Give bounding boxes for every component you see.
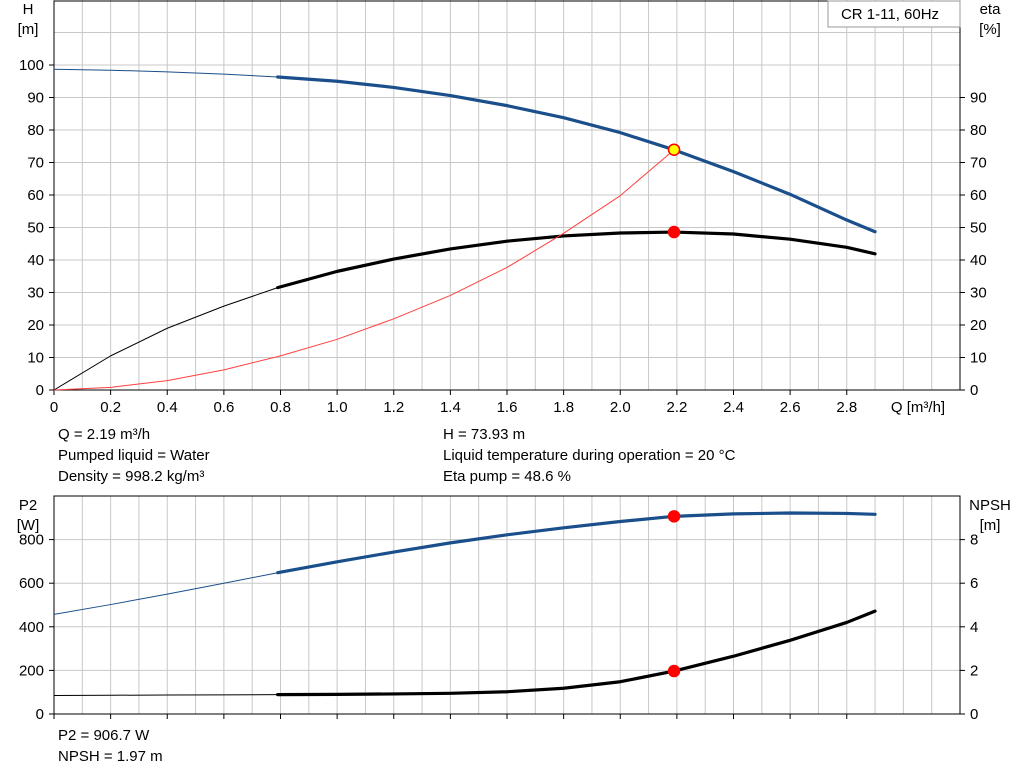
performance-left-tick-label: 90 [27,90,44,107]
performance-x-tick-label: 2.2 [666,399,687,416]
performance-left-tick-label: 100 [19,57,44,74]
power-npsh-right-axis-unit: [m] [980,517,1001,534]
p2-readout: P2 = 906.7 W [58,727,150,744]
power-npsh-right-tick-label: 4 [970,619,978,636]
duty-point-head-marker [667,143,681,156]
performance-x-tick-label: 0.4 [157,399,178,416]
power-npsh-left-axis-unit: [W] [17,517,40,534]
power-npsh-left-tick-label: 600 [19,575,44,592]
duty-point-eta-marker [667,225,681,239]
performance-x-tick-label: 2.6 [780,399,801,416]
performance-left-axis-label: H [23,1,34,18]
info-bottom: P2 = 906.7 W NPSH = 1.97 m [58,725,163,767]
performance-left-tick-label: 70 [27,155,44,172]
power-npsh-right-tick-label: 6 [970,575,978,592]
power-npsh-left-tick-label: 200 [19,662,44,679]
power-npsh-right-axis-label: NPSH [969,497,1011,514]
performance-right-tick-label: 70 [970,155,987,172]
performance-right-tick-label: 40 [970,252,987,269]
npsh-curve-thin [53,694,278,696]
performance-x-tick-label: 1.6 [497,399,518,416]
power-npsh-left-tick-label: 400 [19,619,44,636]
power-npsh-right-tick-label: 8 [970,532,978,549]
performance-x-tick-label: 1.2 [383,399,404,416]
power-npsh-left-axis-label: P2 [19,497,37,514]
eta-pump-readout: Eta pump = 48.6 % [443,468,571,485]
performance-left-axis-unit: [m] [18,21,39,38]
performance-left-tick-label: 60 [27,187,44,204]
head-curve-thin [53,68,278,78]
head-readout: H = 73.93 m [443,426,526,443]
performance-left-tick-label: 20 [27,317,44,334]
performance-right-tick-label: 60 [970,187,987,204]
performance-x-tick-label: 2.8 [836,399,857,416]
performance-left-tick-label: 30 [27,285,44,302]
performance-right-tick-label: 80 [970,122,987,139]
power-npsh-left-tick-label: 0 [36,706,44,723]
flow-readout: Q = 2.19 m³/h [58,426,151,443]
power-npsh-right-tick-label: 2 [970,662,978,679]
performance-left-tick-label: 0 [36,382,44,399]
performance-right-axis-unit: [%] [979,21,1001,38]
performance-right-tick-label: 10 [970,350,987,367]
efficiency-curve-thin [53,287,278,391]
power-npsh-left-tick-label: 800 [19,532,44,549]
performance-x-axis-label: Q [m³/h] [891,399,945,416]
performance-left-tick-label: 40 [27,252,44,269]
performance-x-tick-label: 0.2 [100,399,121,416]
performance-x-tick-label: 1.0 [327,399,348,416]
info-top-left: Q = 2.19 m³/h Pumped liquid = Water Dens… [58,424,210,487]
efficiency-curve [276,230,877,290]
performance-right-axis-label: eta [980,1,1002,18]
performance-right-tick-label: 90 [970,90,987,107]
performance-x-tick-label: 1.4 [440,399,461,416]
liquid-temperature-readout: Liquid temperature during operation = 20… [443,447,736,464]
duty-point-npsh-marker [667,664,681,678]
performance-right-tick-label: 20 [970,317,987,334]
performance-right-tick-label: 0 [970,382,978,399]
power-npsh-right-tick-label: 0 [970,706,978,723]
npsh-readout: NPSH = 1.97 m [58,748,163,765]
performance-x-tick-label: 0.6 [213,399,234,416]
info-top-right: H = 73.93 m Liquid temperature during op… [443,424,735,487]
performance-left-tick-label: 80 [27,122,44,139]
npsh-curve [276,609,877,697]
performance-right-tick-label: 50 [970,220,987,237]
performance-x-tick-label: 2.4 [723,399,744,416]
performance-x-tick-label: 0 [50,399,58,416]
head-curve [276,75,877,234]
title-box [827,0,961,28]
duty-point-p2-marker [667,510,681,523]
pumped-liquid-readout: Pumped liquid = Water [58,447,210,464]
performance-x-tick-label: 2.0 [610,399,631,416]
performance-left-tick-label: 10 [27,350,44,367]
performance-right-tick-label: 30 [970,285,987,302]
performance-x-tick-label: 1.8 [553,399,574,416]
density-readout: Density = 998.2 kg/m³ [58,468,205,485]
system-curve-curve-thin [53,149,675,391]
power-p2-curve-thin [53,572,278,615]
performance-left-tick-label: 50 [27,220,44,237]
chart-title: CR 1-11, 60Hz [841,6,939,23]
power-p2-curve [276,511,877,575]
performance-x-tick-label: 0.8 [270,399,291,416]
